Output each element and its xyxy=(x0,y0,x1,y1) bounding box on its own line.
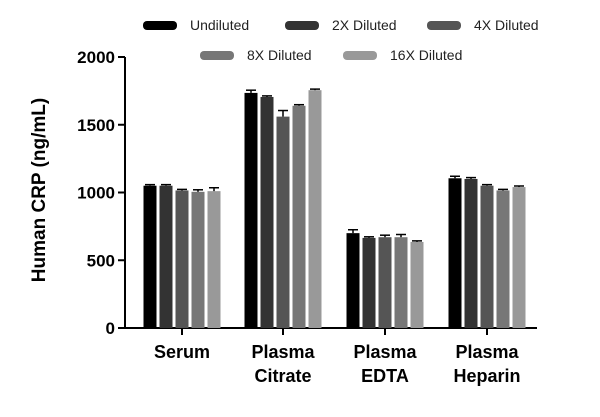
bar xyxy=(394,237,408,328)
legend-item: Undiluted xyxy=(143,17,249,33)
bar xyxy=(496,190,510,328)
bar xyxy=(410,241,424,328)
legend-label: 16X Diluted xyxy=(390,47,462,63)
bars xyxy=(143,88,526,329)
axes: 0 500 1000 1500 2000 Serum Plasma Citrate Plasma… xyxy=(77,48,537,386)
y-tick-label: 1500 xyxy=(77,116,115,135)
bar xyxy=(464,178,478,328)
bar xyxy=(480,185,494,328)
bar xyxy=(292,105,306,328)
bar xyxy=(260,96,274,328)
x-tick-label: Serum xyxy=(154,342,210,362)
legend-swatch xyxy=(343,51,377,60)
legend-item: 8X Diluted xyxy=(200,47,312,63)
x-tick-label: Citrate xyxy=(254,366,311,386)
x-tick-label: Heparin xyxy=(453,366,520,386)
legend-label: 8X Diluted xyxy=(247,47,312,63)
bar xyxy=(308,90,322,328)
legend-swatch xyxy=(427,21,461,30)
bar xyxy=(175,190,189,328)
x-tick-label: Plasma xyxy=(455,342,519,362)
bar xyxy=(346,233,360,328)
x-tick-label: Plasma xyxy=(353,342,417,362)
legend: Undiluted 2X Diluted 4X Diluted 8X Diluted 1… xyxy=(143,17,539,63)
legend-swatch xyxy=(200,51,234,60)
y-tick-label: 1000 xyxy=(77,184,115,203)
bar xyxy=(448,178,462,328)
legend-item: 4X Diluted xyxy=(427,17,539,33)
bar xyxy=(512,187,526,328)
legend-swatch xyxy=(143,21,177,30)
bar xyxy=(276,116,290,329)
bar xyxy=(191,191,205,328)
y-axis-title: Human CRP (ng/mL) xyxy=(29,98,50,282)
legend-item: 16X Diluted xyxy=(343,47,462,63)
bar xyxy=(378,237,392,328)
y-tick-label: 2000 xyxy=(77,48,115,67)
bar xyxy=(159,185,173,328)
bar xyxy=(207,191,221,328)
legend-label: Undiluted xyxy=(190,17,249,33)
y-tick-label: 0 xyxy=(106,319,115,338)
legend-item: 2X Diluted xyxy=(285,17,397,33)
bar xyxy=(143,185,157,328)
y-tick-label: 500 xyxy=(87,251,115,270)
legend-label: 4X Diluted xyxy=(474,17,539,33)
x-tick-label: Plasma xyxy=(251,342,315,362)
legend-swatch xyxy=(285,21,319,30)
bar xyxy=(244,92,258,328)
x-tick-label: EDTA xyxy=(361,366,409,386)
bar xyxy=(362,237,376,328)
legend-label: 2X Diluted xyxy=(332,17,397,33)
